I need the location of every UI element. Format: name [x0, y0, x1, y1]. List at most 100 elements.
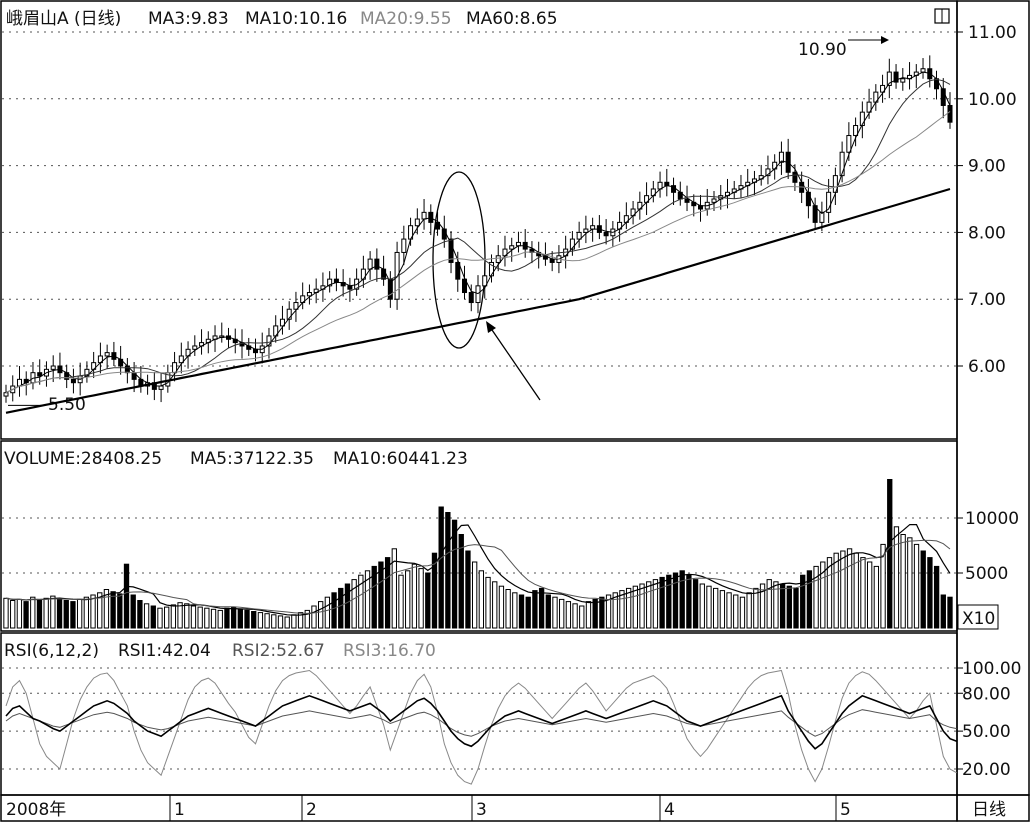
candle-body — [428, 211, 434, 223]
candle-body — [401, 238, 407, 253]
rsi-header: RSI(6,12,2) RSI1:42.04 RSI2:52.67 RSI3:1… — [4, 641, 436, 661]
volume-bar — [23, 601, 29, 629]
rsi3-line — [5, 669, 957, 785]
rsi1-line — [5, 694, 957, 750]
volume-bar — [646, 581, 652, 629]
pointer-arrow-head — [486, 321, 496, 333]
rsi-y-tick-label: 20.00 — [962, 760, 1011, 780]
volume-bar — [893, 526, 900, 629]
volume-bar — [10, 600, 16, 629]
volume-bar — [820, 561, 826, 629]
candle-body — [104, 352, 110, 357]
volume-bar — [271, 614, 277, 629]
volume-label: VOLUME:28408.25 — [4, 449, 162, 469]
low-label: 5.50 — [48, 395, 86, 415]
candle-body — [414, 218, 420, 227]
candle-body — [711, 198, 717, 203]
candle-body — [866, 101, 872, 113]
volume-bar — [70, 601, 76, 629]
volume-bar — [110, 591, 116, 629]
period-label[interactable]: 日线 — [972, 800, 1006, 820]
candle-body — [583, 228, 589, 233]
volume-bar — [103, 589, 110, 629]
ma20-line — [5, 111, 951, 394]
high-arrow-head — [881, 36, 889, 44]
volume-header: VOLUME:28408.25 MA5:37122.35 MA10:60441.… — [4, 449, 468, 469]
candle-body — [192, 345, 198, 350]
candle-body — [347, 285, 353, 290]
candle-body — [934, 78, 940, 90]
volume-bar — [30, 596, 36, 629]
volume-bar — [913, 543, 920, 629]
volume-bar — [318, 601, 324, 629]
volume-bar — [76, 598, 83, 629]
volume-bar — [739, 596, 746, 629]
volume-bar — [759, 583, 766, 629]
candle-body — [333, 278, 339, 284]
period-box[interactable] — [956, 794, 1030, 822]
volume-bar — [505, 589, 511, 629]
candle-body — [178, 355, 184, 364]
candle-body — [266, 335, 272, 347]
volume-bar — [565, 601, 572, 629]
volume-bar — [197, 606, 203, 629]
volume-bar — [90, 594, 96, 629]
candle-body — [279, 318, 285, 327]
volume-bar — [679, 570, 685, 629]
volume-bar — [451, 519, 458, 629]
ma10-label: MA10:10.16 — [245, 9, 347, 29]
volume-bar — [324, 596, 331, 629]
candle-body — [455, 261, 461, 280]
volume-bar — [398, 574, 404, 629]
volume-bar — [585, 601, 592, 629]
volume-bar — [887, 479, 893, 629]
price-header: 峨眉山A (日线) MA3:9.83 MA10:10.16 MA20:9.55 … — [6, 9, 558, 29]
candle-body — [374, 258, 380, 270]
price-annotations: 10.90 5.50 — [48, 40, 847, 415]
volume-bar — [331, 592, 337, 629]
rsi-y-tick-label: 80.00 — [962, 684, 1011, 704]
volume-bar — [786, 585, 792, 629]
volume-bar — [692, 579, 699, 629]
volume-bar — [56, 598, 63, 629]
volume-bar — [525, 596, 531, 629]
candle-body — [293, 302, 299, 310]
volume-bar — [143, 603, 150, 629]
y-tick-layer: 11.00 10.00 9.00 8.00 7.00 6.00 10000 5000 100.0… — [962, 23, 1021, 780]
pointer-arrow-line — [489, 326, 541, 401]
volume-bar — [257, 612, 264, 629]
volume-bar — [36, 598, 43, 629]
price-y-tick-label: 9.00 — [968, 157, 1006, 177]
candle-body — [495, 255, 501, 263]
volume-bar — [150, 605, 156, 629]
candle-body — [886, 71, 892, 86]
volume-ma5-label: MA5:37122.35 — [190, 449, 314, 469]
candle-body — [3, 392, 9, 397]
volume-bar — [264, 613, 270, 629]
volume-bar — [204, 607, 210, 629]
volume-bar — [532, 590, 538, 629]
volume-bar — [217, 609, 223, 629]
candle-body — [367, 258, 373, 270]
volume-bar — [478, 570, 485, 629]
candle-body — [805, 191, 811, 207]
volume-bar — [947, 596, 953, 629]
volume-bar — [779, 583, 786, 629]
volume-bar — [471, 561, 478, 629]
volume-y-tick-label: 10000 — [965, 509, 1019, 529]
candle-body — [327, 278, 333, 287]
square-icon[interactable] — [934, 8, 950, 24]
volume-bar — [384, 557, 391, 629]
volume-bar — [806, 570, 813, 629]
volume-bar — [284, 616, 290, 629]
volume-bar — [297, 612, 304, 629]
volume-bar — [545, 594, 551, 629]
volume-bar — [291, 614, 297, 629]
candle-body — [859, 111, 865, 127]
candle-body — [819, 211, 825, 223]
volume-bar — [940, 594, 946, 629]
price-y-tick-label: 10.00 — [968, 90, 1017, 110]
volume-unit-box — [957, 604, 999, 630]
